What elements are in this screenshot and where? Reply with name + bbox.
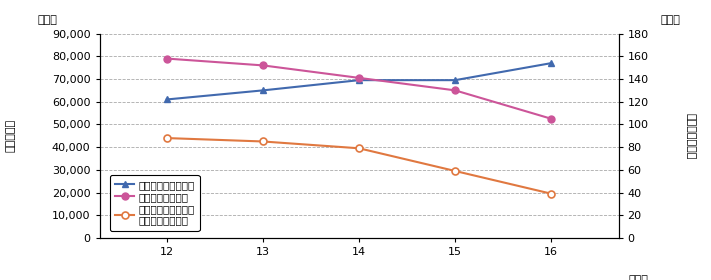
- Text: （人）: （人）: [661, 15, 680, 25]
- Y-axis label: 取締り件数: 取締り件数: [5, 119, 15, 152]
- Legend: 重点違反取締り件数, 全交通事故死者数, 重点違反に起因する
交通事故の死者数: 重点違反取締り件数, 全交通事故死者数, 重点違反に起因する 交通事故の死者数: [110, 174, 200, 231]
- Y-axis label: 交通事故死者数: 交通事故死者数: [685, 113, 695, 159]
- Text: （年）: （年）: [629, 275, 649, 280]
- Text: （件）: （件）: [38, 15, 58, 25]
